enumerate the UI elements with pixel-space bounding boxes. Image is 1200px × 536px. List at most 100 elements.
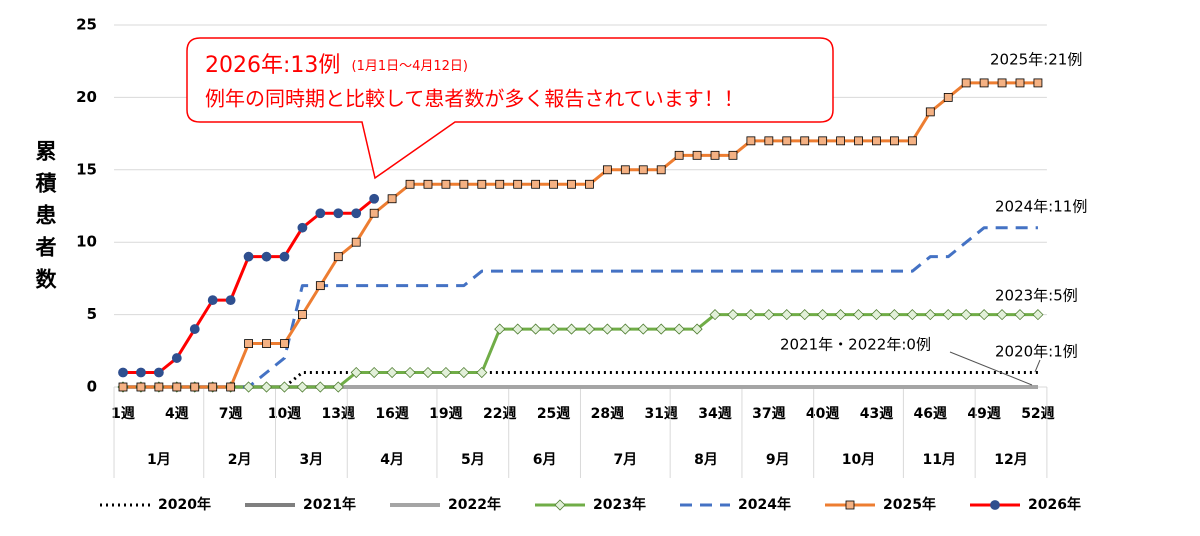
marker <box>845 500 855 510</box>
x-tick-label: 34週 <box>698 406 731 422</box>
marker <box>1033 78 1043 88</box>
marker <box>978 309 990 321</box>
marker <box>960 309 972 321</box>
marker <box>1015 78 1025 88</box>
marker <box>280 339 289 348</box>
marker <box>315 208 326 219</box>
marker <box>620 165 630 175</box>
marker <box>979 78 989 88</box>
marker <box>692 150 702 160</box>
x-tick-label: 1週 <box>111 406 135 422</box>
marker <box>118 367 128 378</box>
marker <box>655 323 667 335</box>
marker <box>996 309 1008 321</box>
callout: 2026年:13例 (1月1日～4月12日) 例年の同時期と比較して患者数が多く… <box>186 37 834 180</box>
marker <box>907 136 917 146</box>
marker <box>225 295 236 306</box>
marker <box>118 382 128 392</box>
x-tick-label: 49週 <box>967 406 1000 422</box>
marker <box>386 366 398 379</box>
marker <box>226 382 236 392</box>
marker <box>854 136 863 146</box>
x-tick-label: 22週 <box>483 406 516 422</box>
marker <box>244 339 253 348</box>
marker <box>404 366 416 379</box>
marker <box>817 309 829 321</box>
marker <box>782 136 792 146</box>
y-tick-label: 0 <box>87 378 97 396</box>
marker <box>531 179 541 189</box>
marker <box>368 366 380 379</box>
x-tick-label: 28週 <box>591 406 624 422</box>
x-tick-label: 31週 <box>644 406 677 422</box>
legend-label: 2020年 <box>158 496 211 513</box>
marker <box>836 136 845 146</box>
y-tick-label: 10 <box>76 233 97 251</box>
month-label: 4月 <box>380 452 404 468</box>
legend-label: 2025年 <box>883 496 936 513</box>
marker <box>279 251 290 262</box>
marker <box>799 309 811 321</box>
x-tick-label: 4週 <box>165 406 189 422</box>
series-line <box>123 313 1038 389</box>
marker <box>459 179 469 189</box>
marker <box>314 381 326 393</box>
marker <box>1032 309 1044 321</box>
legend: 2020年 2021年 2022年 2023年 2024年 2025年 2026年 <box>100 496 1081 513</box>
month-label: 3月 <box>299 452 323 468</box>
marker <box>136 382 146 392</box>
marker <box>942 309 954 321</box>
axes: 0 5 10 15 20 25 1週 4週 7週 10週 13週 16週 19週 22週 25週 28週 31週… <box>76 16 1055 478</box>
x-tick-label: 37週 <box>752 406 785 422</box>
marker <box>422 366 434 379</box>
marker <box>441 179 451 189</box>
marker <box>961 78 971 88</box>
x-tick-label: 10週 <box>268 406 301 422</box>
legend-label: 2026年 <box>1028 496 1081 513</box>
marker <box>601 323 613 335</box>
marker <box>585 179 594 189</box>
end-label: 2021年・2022年:0例 <box>780 336 931 354</box>
marker <box>154 382 164 392</box>
marker <box>369 208 379 218</box>
marker <box>554 499 566 511</box>
marker <box>602 165 612 175</box>
legend-label: 2023年 <box>593 496 646 513</box>
marker <box>260 381 273 393</box>
y-tick-label: 5 <box>87 305 97 323</box>
marker <box>476 366 488 379</box>
end-label: 2025年:21例 <box>990 51 1082 69</box>
marker <box>351 208 362 219</box>
marker <box>710 150 720 160</box>
end-label: 2024年:11例 <box>995 198 1087 216</box>
marker <box>638 165 648 175</box>
legend-label: 2021年 <box>303 496 356 513</box>
marker <box>333 252 343 262</box>
marker <box>818 136 828 146</box>
marker <box>781 309 793 321</box>
callout-box <box>186 37 834 180</box>
marker <box>190 382 200 392</box>
marker <box>296 381 308 393</box>
month-label: 12月 <box>994 452 1027 468</box>
leader-line <box>949 351 1033 386</box>
marker <box>332 381 344 393</box>
marker <box>189 324 200 334</box>
marker <box>387 194 397 204</box>
marker <box>423 179 433 189</box>
marker <box>872 136 881 146</box>
series-line <box>123 226 1038 389</box>
leader-line <box>1034 359 1041 373</box>
month-label: 7月 <box>613 452 637 468</box>
marker <box>262 339 271 348</box>
marker <box>565 323 578 335</box>
marker <box>728 150 738 160</box>
marker <box>261 251 272 262</box>
marker <box>925 107 935 117</box>
marker <box>709 309 721 321</box>
callout-title: 2026年:13例 <box>205 53 340 78</box>
marker <box>583 323 596 335</box>
marker <box>136 367 146 378</box>
x-tick-label: 16週 <box>375 406 408 422</box>
callout-note: (1月1日～4月12日) <box>352 59 469 74</box>
